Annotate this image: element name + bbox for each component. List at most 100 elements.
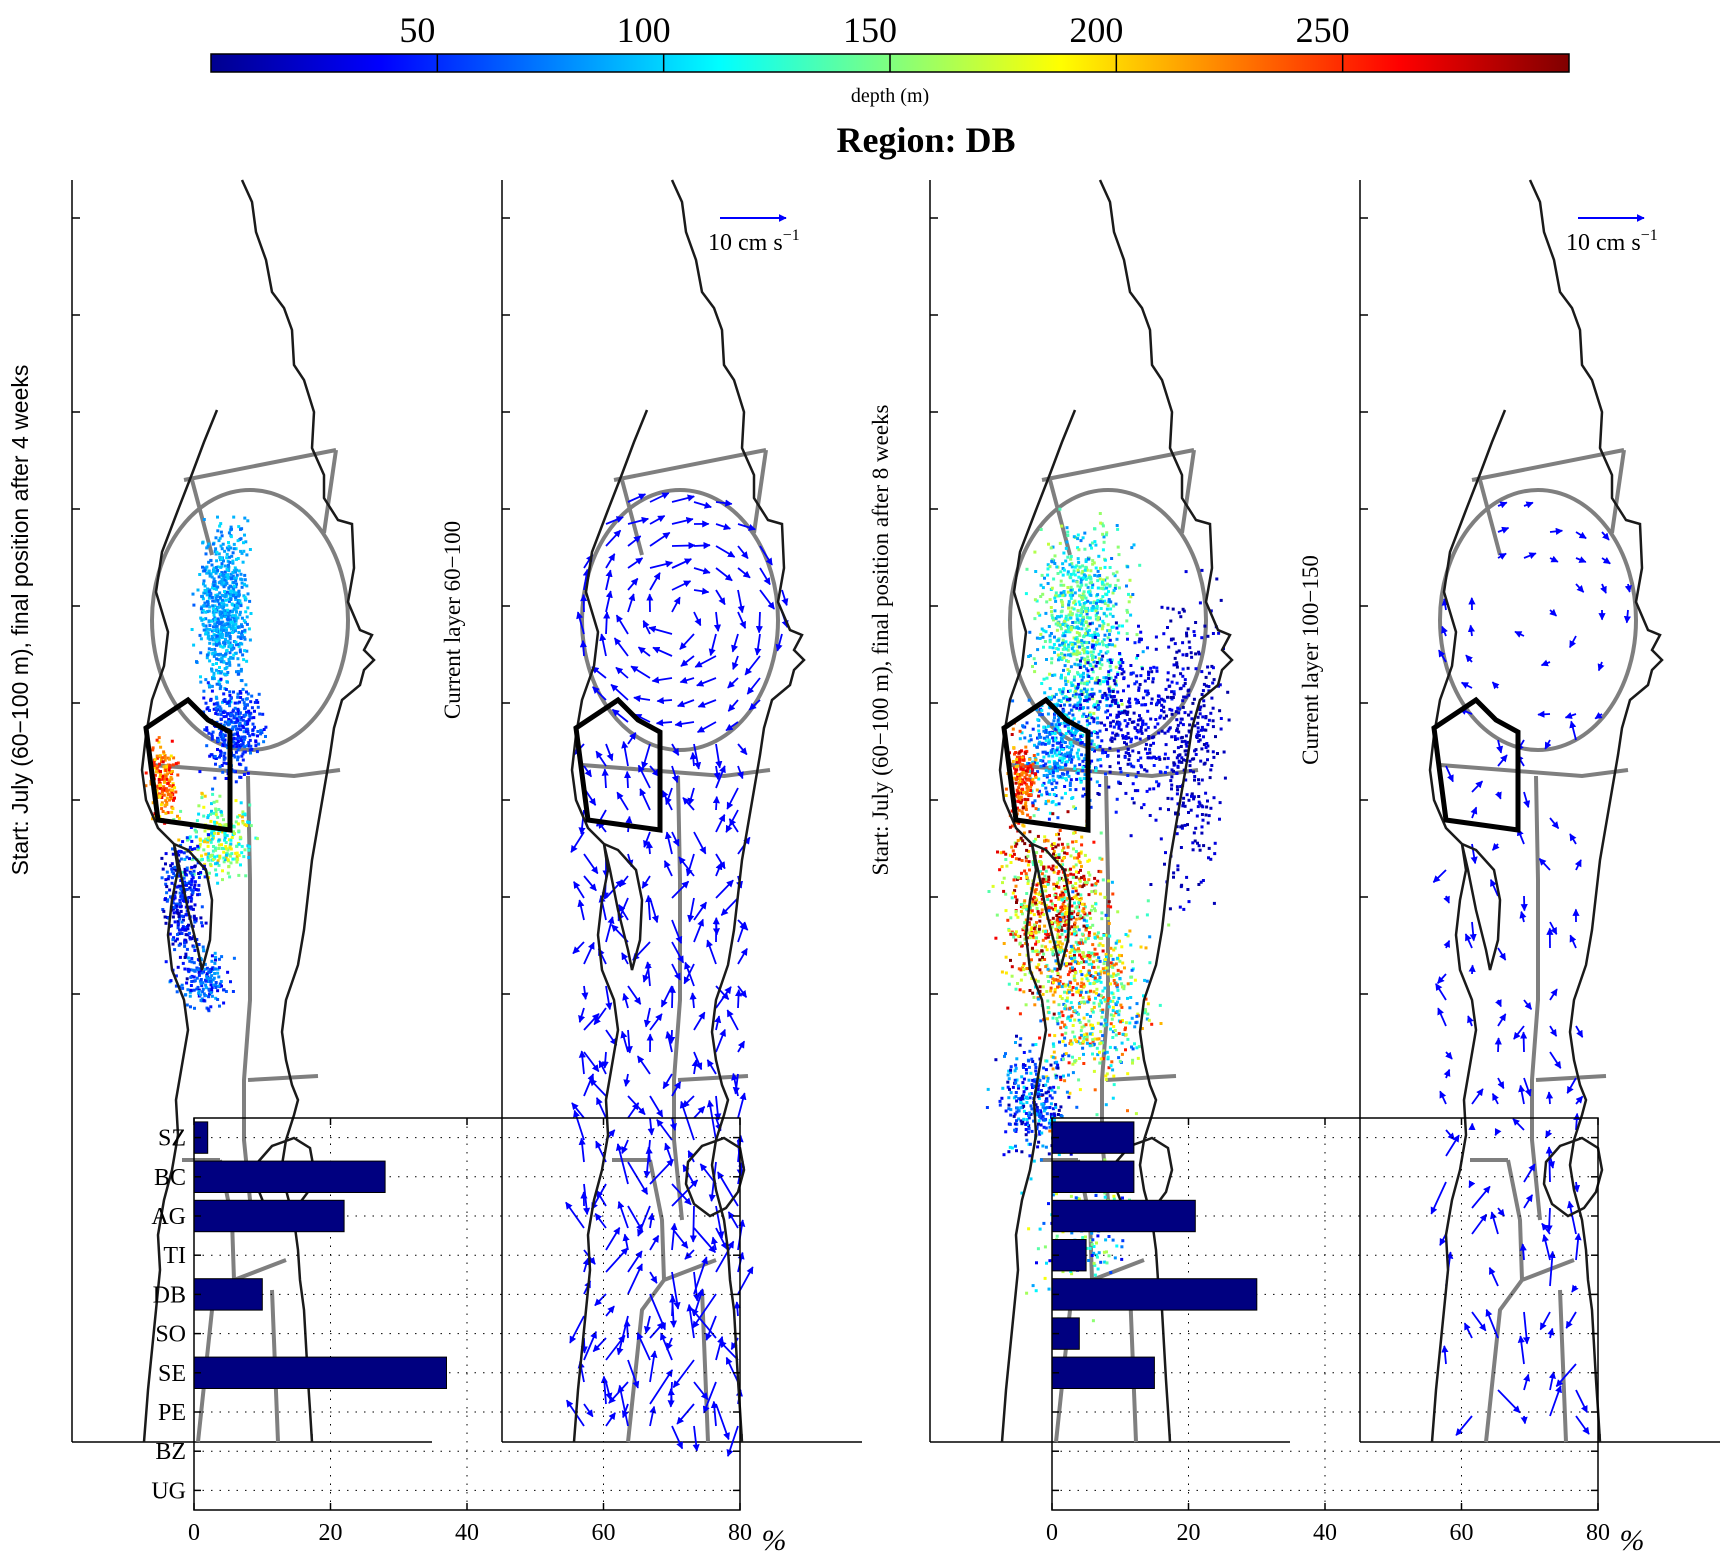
particle-dot [202, 998, 206, 1002]
particle-dot [1051, 778, 1055, 782]
particle-dot [1078, 588, 1081, 592]
particle-dot [1041, 592, 1045, 596]
particle-dot [1061, 690, 1065, 694]
particle-dot [1049, 546, 1053, 550]
particle-dot [1086, 609, 1090, 612]
particle-dot [1141, 722, 1145, 726]
particle-dot [1025, 783, 1029, 787]
particle-dot [1015, 760, 1019, 764]
particle-dot [224, 845, 228, 848]
particle-dot [1169, 779, 1173, 783]
current-arrow [759, 567, 771, 586]
particle-dot [1060, 737, 1064, 741]
particle-dot [1064, 938, 1068, 942]
particle-dot [1075, 738, 1079, 742]
particle-dot [1039, 528, 1043, 531]
particle-dot [1093, 703, 1097, 707]
particle-dot [1202, 699, 1206, 703]
particle-dot [229, 584, 233, 588]
particle-dot [206, 1007, 210, 1011]
particle-dot [202, 582, 205, 586]
particle-dot [1210, 764, 1214, 767]
particle-dot [1070, 565, 1074, 569]
particle-dot [1125, 619, 1129, 623]
particle-dot [235, 557, 238, 561]
particle-dot [250, 747, 254, 751]
particle-dot [1077, 757, 1081, 761]
particle-dot [232, 740, 236, 744]
particle-dot [1160, 605, 1164, 609]
particle-dot [215, 559, 219, 563]
particle-dot [210, 959, 214, 963]
particle-dot [1087, 931, 1091, 934]
particle-dot [1182, 684, 1186, 688]
current-arrow [693, 611, 702, 627]
particle-dot [1077, 852, 1081, 856]
particle-dot [1108, 660, 1112, 664]
particle-dot [1165, 714, 1168, 718]
particle-dot [231, 624, 235, 628]
particle-dot [1060, 609, 1064, 613]
particle-dot [1053, 751, 1057, 755]
particle-dot [1062, 656, 1066, 660]
particle-dot [194, 917, 198, 921]
particle-dot [169, 754, 173, 758]
particle-dot [1072, 831, 1076, 835]
particle-dot [234, 720, 238, 724]
current-arrow [715, 879, 734, 899]
particle-dot [190, 907, 194, 911]
particle-dot [1039, 735, 1043, 739]
particle-dot [1080, 885, 1084, 889]
particle-dot [223, 720, 227, 724]
particle-dot [1103, 895, 1107, 899]
current-arrow [715, 814, 726, 833]
particle-dot [1174, 738, 1177, 741]
particle-dot [1158, 807, 1162, 811]
particle-dot [1108, 685, 1112, 689]
particle-dot [222, 626, 226, 630]
particle-dot [1080, 835, 1084, 839]
particle-dot [1178, 707, 1182, 711]
particle-dot [1062, 687, 1066, 691]
particle-dot [202, 604, 206, 608]
particle-dot [247, 820, 251, 824]
particle-dot [1055, 753, 1059, 757]
particle-dot [188, 886, 192, 890]
particle-dot [218, 1004, 221, 1008]
particle-dot [1125, 742, 1128, 746]
current-arrow [715, 589, 726, 606]
current-arrow [715, 1240, 735, 1273]
particle-dot [1136, 698, 1140, 702]
particle-dot [214, 597, 218, 601]
particle-dot [1101, 751, 1105, 755]
particle-dot [204, 631, 208, 635]
particle-dot [1087, 858, 1091, 862]
particle-dot [1049, 986, 1053, 990]
particle-dot [1175, 727, 1179, 731]
particle-dot [1107, 879, 1111, 883]
particle-dot [228, 693, 232, 697]
particle-dot [1040, 911, 1044, 915]
particle-dot [234, 727, 238, 731]
current-arrow [712, 795, 721, 811]
particle-dot [1181, 699, 1185, 703]
current-arrow [641, 743, 651, 770]
particle-dot [1082, 573, 1086, 577]
current-arrow [637, 646, 651, 657]
particle-dot [1062, 923, 1066, 927]
particle-dot [264, 725, 268, 729]
particle-dot [1019, 978, 1023, 982]
current-arrow [621, 740, 629, 767]
particle-dot [1056, 718, 1060, 722]
particle-dot [241, 630, 244, 634]
particle-dot [1067, 613, 1071, 617]
particle-dot [206, 587, 210, 591]
particle-dot [181, 925, 185, 929]
particle-dot [1074, 889, 1078, 893]
particle-dot [1162, 705, 1166, 709]
particle-dot [227, 641, 231, 645]
particle-dot [1129, 664, 1133, 667]
particle-dot [193, 864, 197, 868]
particle-dot [185, 883, 188, 887]
particle-dot [1099, 607, 1103, 610]
